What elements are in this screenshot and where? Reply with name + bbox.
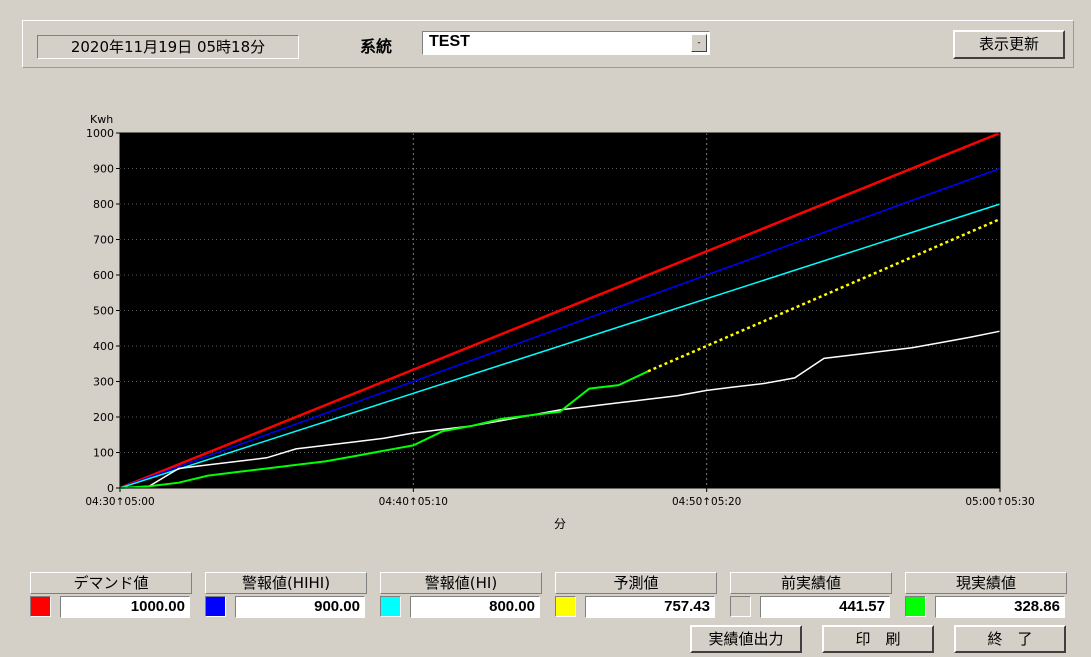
legend-header: 前実績値 (730, 572, 892, 594)
y-tick-label: 700 (93, 234, 114, 247)
y-tick-label: 500 (93, 305, 114, 318)
legend-value: 328.86 (935, 596, 1065, 618)
y-tick-label: 600 (93, 269, 114, 282)
series-line (647, 217, 1001, 373)
y-tick-label: 300 (93, 376, 114, 389)
x-tick-label: 04:30↑05:00 (85, 496, 154, 508)
legend-color-swatch (205, 596, 226, 617)
legend-color-swatch (30, 596, 51, 617)
legend-color-swatch (555, 596, 576, 617)
system-select-value: TEST (429, 33, 470, 50)
series-line (119, 131, 1001, 490)
x-tick-label: 04:50↑05:20 (672, 496, 741, 508)
series-line (119, 370, 649, 489)
legend-color-swatch (730, 596, 751, 617)
export-results-button[interactable]: 実績値出力 (690, 625, 802, 653)
system-label: 系統 (360, 37, 393, 56)
x-axis-label: 分 (554, 517, 566, 531)
x-tick-label: 05:00↑05:30 (965, 496, 1034, 508)
y-tick-label: 400 (93, 340, 114, 353)
print-button[interactable]: 印 刷 (822, 625, 934, 653)
datetime-display: 2020年11月19日 05時18分 (37, 35, 299, 59)
y-tick-label: 800 (93, 198, 114, 211)
refresh-button[interactable]: 表示更新 (953, 30, 1065, 59)
legend-value: 441.57 (760, 596, 890, 618)
legend-value: 757.43 (585, 596, 715, 618)
dropdown-arrow-icon[interactable]: - (691, 34, 707, 52)
legend-header: 現実績値 (905, 572, 1067, 594)
y-tick-label: 100 (93, 447, 114, 460)
legend-value: 1000.00 (60, 596, 190, 618)
chart-svg: 0 100 200 300 400 500 600 700 800 900 1000 04:30↑05… (85, 113, 1034, 531)
legend-header: 警報値(HI) (380, 572, 542, 594)
legend-value: 800.00 (410, 596, 540, 618)
exit-button[interactable]: 終 了 (954, 625, 1066, 653)
y-axis-label: Kwh (90, 113, 113, 126)
legend-color-swatch (905, 596, 926, 617)
y-tick-label: 0 (107, 482, 114, 495)
legend-header: 予測値 (555, 572, 717, 594)
demand-chart: 0 100 200 300 400 500 600 700 800 900 1000 04:30↑05… (80, 108, 1040, 563)
legend-color-swatch (380, 596, 401, 617)
legend-header: デマンド値 (30, 572, 192, 594)
legend-value: 900.00 (235, 596, 365, 618)
legend-header: 警報値(HIHI) (205, 572, 367, 594)
x-tick-label: 04:40↑05:10 (379, 496, 448, 508)
y-tick-label: 900 (93, 163, 114, 176)
series-line (119, 167, 1001, 489)
system-select[interactable]: TEST - (422, 31, 710, 55)
plot-border (119, 132, 1001, 489)
y-tick-label: 200 (93, 411, 114, 424)
header-panel: 2020年11月19日 05時18分 系統 TEST - (22, 20, 1074, 68)
series-line (119, 203, 1001, 489)
y-tick-label: 1000 (86, 127, 114, 140)
series-line (119, 330, 1001, 489)
